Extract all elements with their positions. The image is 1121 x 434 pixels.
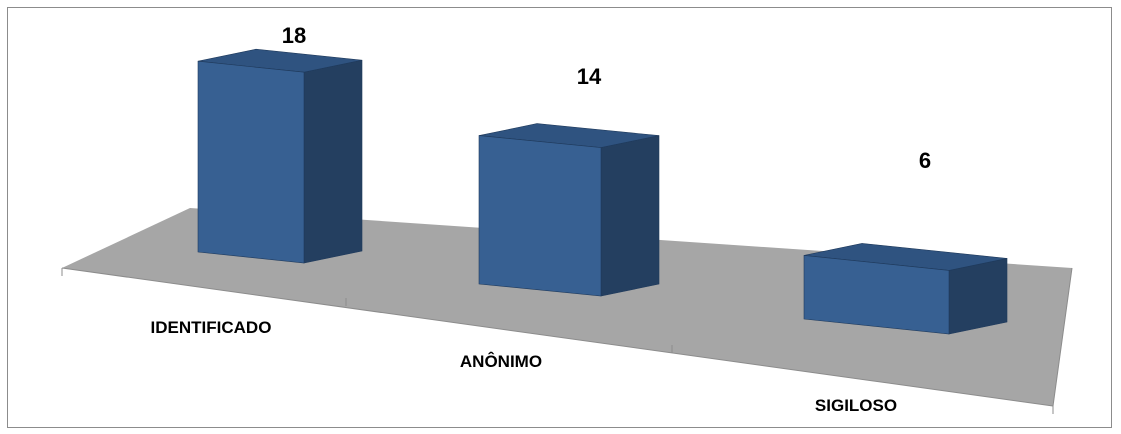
category-label: ANÔNIMO (460, 352, 542, 371)
bar-anônimo (478, 135, 602, 297)
bar-side-face (600, 135, 660, 297)
data-label: 18 (282, 23, 306, 48)
floor-back-edge (1052, 267, 1073, 407)
bars-layer (197, 48, 1008, 335)
data-label: 6 (919, 148, 931, 173)
category-label: IDENTIFICADO (151, 318, 272, 337)
bar-side-face (303, 59, 363, 264)
bar-sigiloso (803, 255, 950, 335)
bar-side-face (948, 258, 1008, 335)
category-label: SIGILOSO (815, 396, 897, 415)
bar-identificado (197, 60, 305, 264)
x-axis-line (61, 267, 1054, 407)
data-label: 14 (577, 64, 602, 89)
